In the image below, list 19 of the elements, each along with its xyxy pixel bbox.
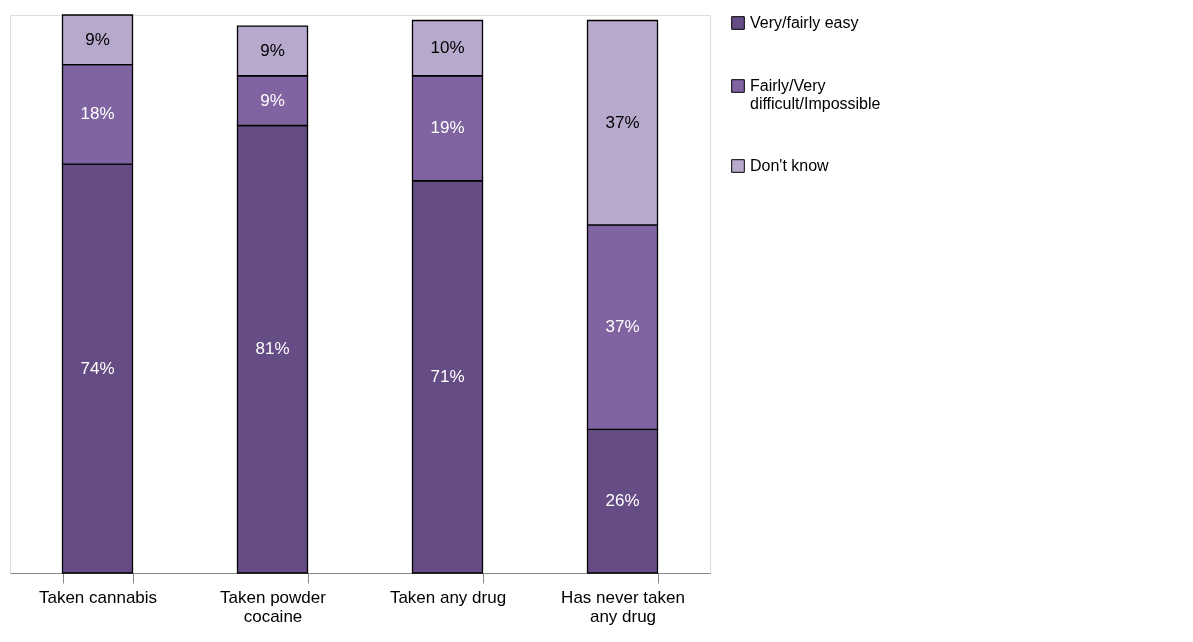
x-tick-label: Taken powder cocaine [220, 587, 327, 626]
data-label: 37% [605, 112, 640, 132]
data-label: 26% [605, 491, 640, 511]
x-tick-label: Taken any drug [389, 587, 507, 607]
data-label: 74% [80, 358, 115, 378]
legend-label: Fairly/Very difficult/Impossible [750, 77, 881, 112]
data-label: 37% [605, 317, 640, 337]
legend-label: Don't know [750, 157, 830, 174]
data-label: 81% [255, 339, 290, 359]
data-label: 9% [260, 40, 285, 60]
data-label: 9% [260, 90, 285, 110]
data-label: 10% [430, 38, 465, 58]
legend-label: Very/fairly easy [750, 14, 859, 31]
data-label: 18% [80, 104, 115, 124]
x-tick-label: Taken cannabis [38, 587, 158, 607]
data-label: 19% [430, 118, 465, 138]
x-tick-label: Has never taken any drug [561, 587, 685, 626]
data-label: 9% [85, 29, 110, 49]
data-label: 71% [430, 366, 465, 386]
